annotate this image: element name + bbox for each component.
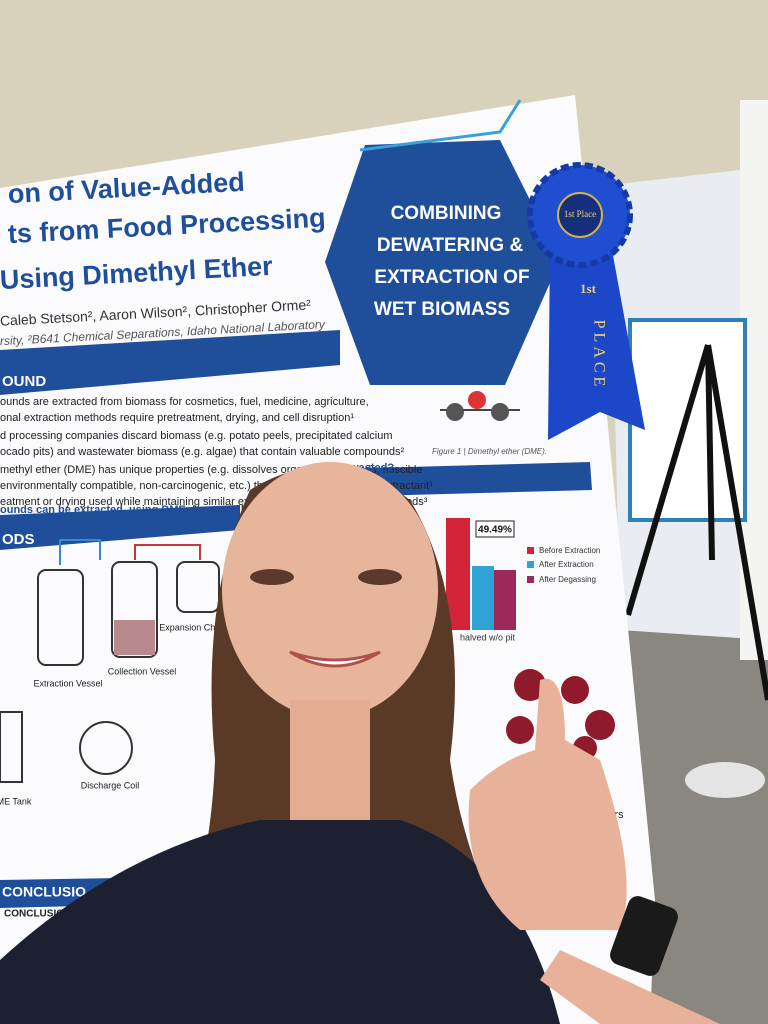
legend-entry: After Extraction <box>539 560 594 569</box>
diagram-label: Collection Vessel <box>108 666 177 676</box>
section-bar <box>0 505 240 550</box>
legend-entry: After Degassing <box>539 575 596 584</box>
tripod <box>625 344 768 701</box>
legend-swatch <box>527 547 534 554</box>
legend-swatch <box>527 561 534 568</box>
hexagon-text: WET BIOMASS <box>374 299 510 320</box>
medal-text: 1st <box>580 281 597 296</box>
eye <box>358 569 402 585</box>
hexagon-text: EXTRACTION OF <box>374 267 529 288</box>
legend-entry: Before Extraction <box>539 546 600 555</box>
arm <box>540 950 720 1024</box>
rosette-text: 1st Place <box>564 209 596 219</box>
diagram-label: ME Tank <box>0 796 32 806</box>
thumbs-up-hand <box>468 678 627 930</box>
molecule <box>440 391 520 421</box>
process-diagram <box>0 539 220 783</box>
ribbon-text: PLACE <box>590 320 607 391</box>
results-chart <box>446 518 516 630</box>
hex-outline <box>359 99 522 152</box>
section-title: CONCLUSIO <box>2 884 86 900</box>
bar-label: 49.49% <box>478 525 512 536</box>
diagram-label: Expansion Chamber <box>159 622 241 632</box>
neck <box>290 700 370 820</box>
section-subtitle: CONCLUSIONS <box>4 909 78 920</box>
figure-caption: Figure 1 | Dimethyl ether (DME). <box>432 447 547 456</box>
liquid <box>114 620 155 655</box>
diagram-label: Extraction Vessel <box>33 678 102 688</box>
hexagon <box>325 140 560 385</box>
face <box>222 462 438 718</box>
rosette-center <box>557 192 603 238</box>
eye <box>250 569 294 585</box>
section-title: OUND <box>2 373 46 390</box>
smile <box>289 650 381 668</box>
shirt <box>0 820 560 1024</box>
shoe <box>685 762 765 798</box>
hexagon-text: COMBINING <box>391 203 502 224</box>
section-bar <box>0 330 340 395</box>
body-line: ounds are extracted from biomass for cos… <box>0 396 369 408</box>
body-line: onal extraction methods require pretreat… <box>0 412 354 424</box>
objective: ounds can be extracted, using DME, from … <box>0 504 306 516</box>
body-line: d processing companies discard biomass (… <box>0 430 393 442</box>
ribbon-tail <box>548 250 645 440</box>
legend-swatch <box>527 576 534 583</box>
section-title: ODS <box>2 531 35 548</box>
body-line: ocado pits) and wastewater biomass (e.g.… <box>0 446 405 458</box>
hexagon-text: DEWATERING & <box>377 235 524 256</box>
chart-caption: halved w/o pit <box>460 632 516 642</box>
diagram-labels: Extraction Vessel Collection Vessel Expa… <box>0 622 241 806</box>
watch <box>610 896 678 976</box>
diagram-label: Discharge Coil <box>81 780 140 790</box>
